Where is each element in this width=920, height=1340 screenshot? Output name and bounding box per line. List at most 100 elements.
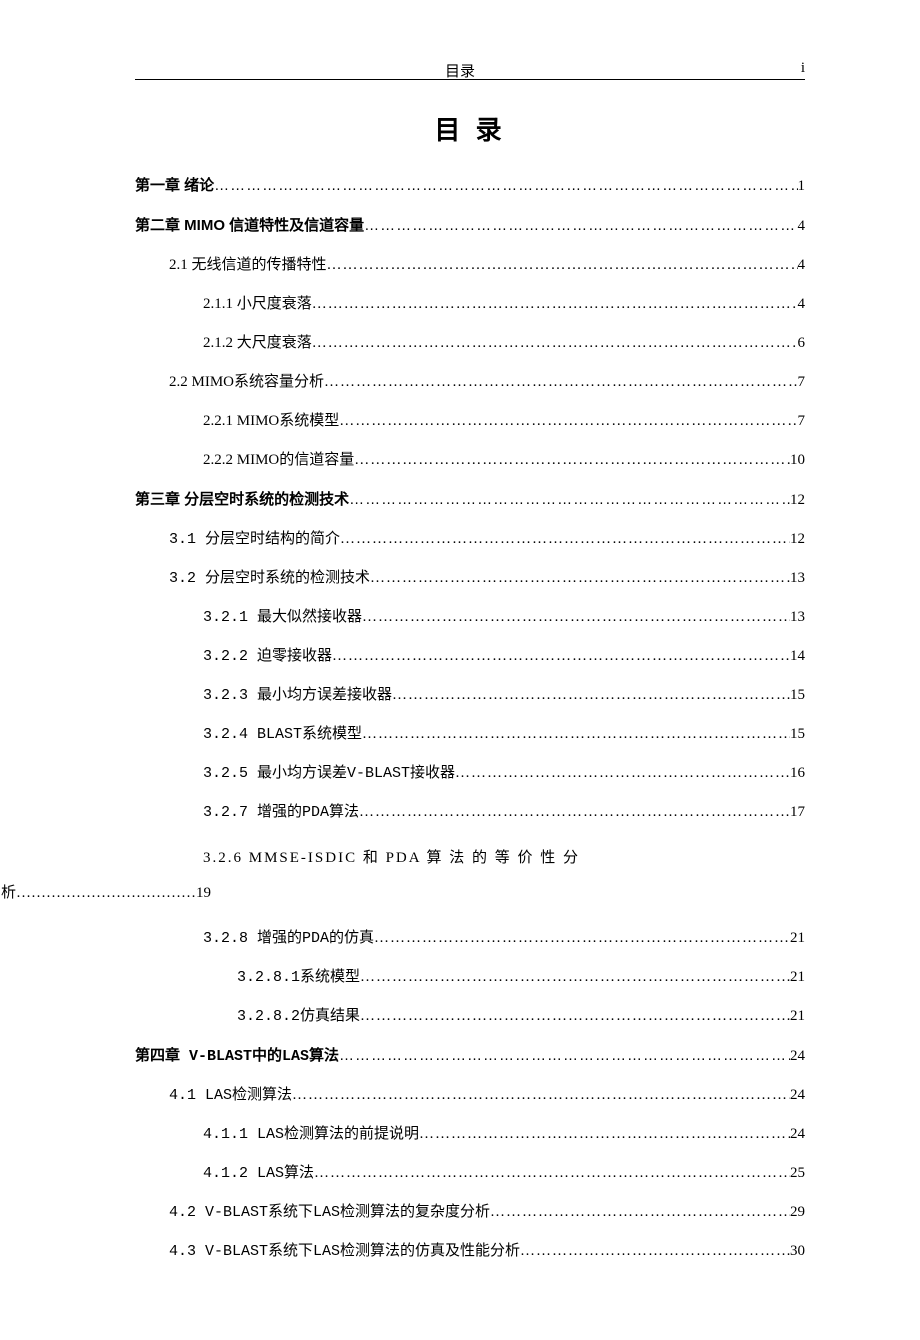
toc-leader <box>332 646 790 667</box>
toc-entry: 2.2.1 MIMO系统模型 7 <box>203 411 805 432</box>
toc-entry: 2.2.2 MIMO的信道容量10 <box>203 450 805 471</box>
toc-label: 3.2.5 最小均方误差V-BLAST接收器 <box>203 763 455 784</box>
toc-entry: 2.1 无线信道的传播特性 4 <box>169 255 805 276</box>
toc-label: 第四章 V-BLAST中的LAS算法 <box>135 1046 339 1067</box>
toc-label: 3.1 分层空时结构的简介 <box>169 529 340 550</box>
toc-label: 2.1.1 小尺度衰落 <box>203 294 312 315</box>
page-container: 目录 i 目 录 第一章 绪论1第二章 MIMO 信道特性及信道容量42.1 无… <box>0 0 920 1340</box>
toc-entry: 第四章 V-BLAST中的LAS算法 24 <box>135 1045 805 1067</box>
toc-page-number: 21 <box>790 928 805 949</box>
toc-leader <box>327 255 798 276</box>
toc-label: 3.2 分层空时系统的检测技术 <box>169 568 370 589</box>
toc-page-number: 1 <box>798 176 806 197</box>
toc-page-number: 13 <box>790 568 805 589</box>
toc-label: 3.2.3 最小均方误差接收器 <box>203 685 392 706</box>
toc-entry: 3.2.2 迫零接收器 14 <box>203 646 805 667</box>
toc-label: 4.1.2 LAS算法 <box>203 1163 314 1184</box>
toc-entry: 2.1.1 小尺度衰落 4 <box>203 294 805 315</box>
toc-leader <box>354 450 790 471</box>
toc-entry: 3.2.1 最大似然接收器 13 <box>203 607 805 628</box>
toc-page-number: 6 <box>798 333 806 354</box>
toc-label: 3.2.7 增强的PDA算法 <box>203 802 359 823</box>
toc-entry: 4.2 V-BLAST系统下LAS检测算法的复杂度分析 29 <box>169 1202 805 1223</box>
toc-label: 3.2.1 最大似然接收器 <box>203 607 362 628</box>
toc-leader <box>455 763 790 784</box>
toc-entry: 4.3 V-BLAST系统下LAS检测算法的仿真及性能分析 30 <box>169 1241 805 1262</box>
toc-leader <box>339 1045 790 1066</box>
toc-leader <box>364 215 797 236</box>
toc-page-number: 4 <box>798 216 806 237</box>
toc-label: 4.2 V-BLAST系统下LAS检测算法的复杂度分析 <box>169 1202 490 1223</box>
toc-entry: 3.2.7 增强的PDA算法 17 <box>203 802 805 823</box>
toc-leader <box>339 411 797 432</box>
toc-page-number: 24 <box>790 1046 805 1067</box>
toc-leader <box>214 175 797 196</box>
toc-label: 3.2.8.2仿真结果 <box>237 1006 360 1027</box>
toc-body: 第一章 绪论 1 第二章 MIMO 信道特性及信道容量 4 2.1 无线信道的传播特性 4… <box>135 175 805 1262</box>
toc-label: 2.2.2 MIMO的信道容量 <box>203 450 354 471</box>
toc-label: 3.2.8.1系统模型 <box>237 967 360 988</box>
toc-page-number: 24 <box>790 1124 805 1145</box>
toc-leader <box>359 802 790 823</box>
toc-page-number: 17 <box>790 802 805 823</box>
toc-leader <box>392 685 790 706</box>
toc-leader <box>314 1163 790 1184</box>
toc-entry: 4.1.2 LAS算法 25 <box>203 1163 805 1184</box>
toc-label: 4.3 V-BLAST系统下LAS检测算法的仿真及性能分析 <box>169 1241 520 1262</box>
toc-label-cont: 析………………………………19 <box>1 876 805 911</box>
toc-leader <box>360 1006 790 1027</box>
toc-entry: 4.1.1 LAS检测算法的前提说明 24 <box>203 1124 805 1145</box>
toc-leader <box>292 1085 790 1106</box>
toc-leader <box>490 1202 790 1223</box>
toc-page-number: 7 <box>798 372 806 393</box>
toc-page-number: 21 <box>790 1006 805 1027</box>
toc-page-number: 14 <box>790 646 805 667</box>
toc-label: 第三章 分层空时系统的检测技术 <box>135 489 349 510</box>
toc-label: 第一章 绪论 <box>135 175 214 196</box>
toc-label: 2.2.1 MIMO系统模型 <box>203 411 339 432</box>
toc-page-number: 15 <box>790 685 805 706</box>
toc-title: 目 录 <box>135 110 805 147</box>
toc-label: 2.1 无线信道的传播特性 <box>169 255 327 276</box>
toc-page-number: 29 <box>790 1202 805 1223</box>
toc-page-number: 4 <box>798 255 806 276</box>
toc-leader <box>340 529 790 550</box>
toc-leader <box>362 724 790 745</box>
toc-entry: 3.1 分层空时结构的简介 12 <box>169 529 805 550</box>
toc-leader <box>312 294 798 315</box>
toc-page-number: 25 <box>790 1163 805 1184</box>
toc-entry: 3.2.3 最小均方误差接收器 15 <box>203 685 805 706</box>
toc-label: 3.2.6 MMSE-ISDIC 和 PDA 算 法 的 等 价 性 分 <box>203 841 805 876</box>
page-header: 目录 i <box>135 60 805 80</box>
toc-leader <box>370 568 790 589</box>
toc-label: 3.2.2 迫零接收器 <box>203 646 332 667</box>
toc-entry: 4.1 LAS检测算法24 <box>169 1085 805 1106</box>
toc-label: 3.2.8 增强的PDA的仿真 <box>203 928 374 949</box>
toc-label: 3.2.4 BLAST系统模型 <box>203 724 362 745</box>
toc-entry: 2.2 MIMO系统容量分析 7 <box>169 372 805 393</box>
toc-page-number: 12 <box>790 490 805 511</box>
toc-leader <box>374 928 790 949</box>
toc-page-number: 21 <box>790 967 805 988</box>
toc-page-number: 16 <box>790 763 805 784</box>
toc-leader <box>520 1241 790 1262</box>
toc-entry: 3.2.8 增强的PDA的仿真 21 <box>203 928 805 949</box>
toc-label: 4.1.1 LAS检测算法的前提说明 <box>203 1124 419 1145</box>
toc-page-number: 15 <box>790 724 805 745</box>
toc-label: 第二章 MIMO 信道特性及信道容量 <box>135 215 364 236</box>
toc-leader <box>349 489 790 510</box>
toc-leader <box>419 1124 790 1145</box>
toc-page-number: 4 <box>798 294 806 315</box>
toc-label: 2.2 MIMO系统容量分析 <box>169 372 324 393</box>
toc-page-number: 30 <box>790 1241 805 1262</box>
header-page-number: i <box>801 60 805 77</box>
toc-entry: 3.2 分层空时系统的检测技术 13 <box>169 568 805 589</box>
toc-page-number: 24 <box>790 1085 805 1106</box>
toc-page-number: 13 <box>790 607 805 628</box>
toc-entry: 3.2.8.1系统模型 21 <box>237 967 805 988</box>
toc-entry: 3.2.5 最小均方误差V-BLAST接收器 16 <box>203 763 805 784</box>
toc-entry: 第二章 MIMO 信道特性及信道容量 4 <box>135 215 805 237</box>
toc-leader <box>360 967 790 988</box>
toc-page-number: 12 <box>790 529 805 550</box>
toc-page-number: 7 <box>798 411 806 432</box>
